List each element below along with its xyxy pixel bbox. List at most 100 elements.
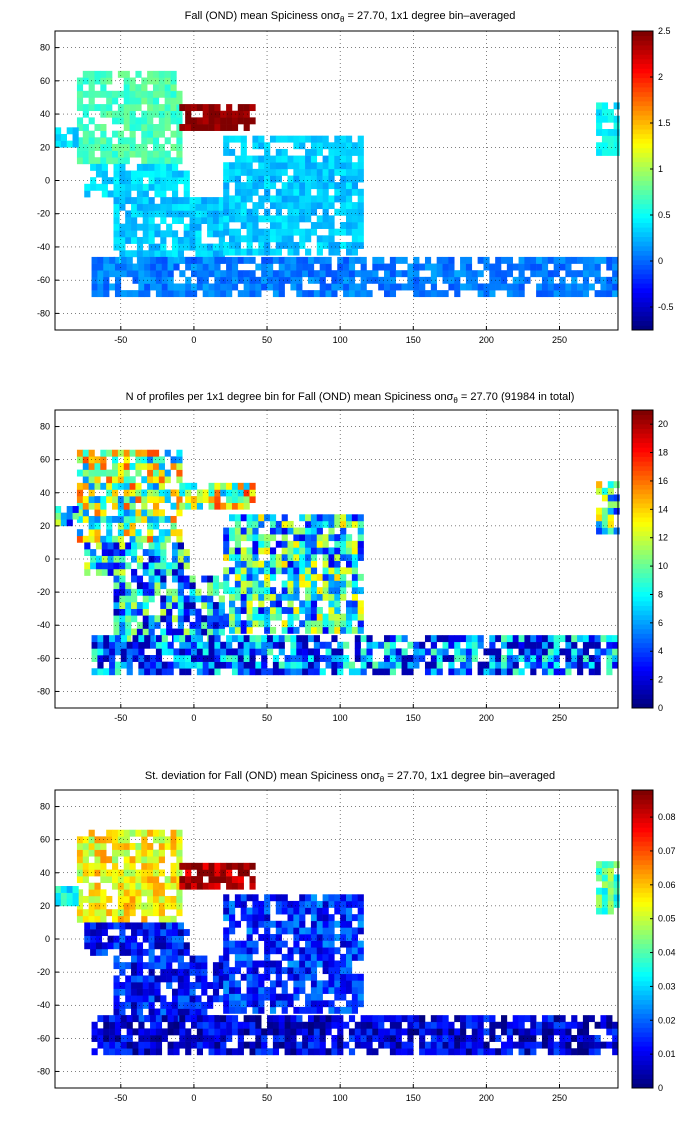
heatmap-cell: [264, 973, 271, 981]
colorbar-band: [632, 614, 653, 620]
heatmap-cell: [208, 117, 215, 125]
heatmap-cell: [424, 276, 432, 284]
heatmap-cell: [195, 962, 202, 970]
heatmap-cell: [155, 635, 163, 643]
heatmap-cell: [316, 914, 323, 922]
heatmap-cell: [252, 208, 259, 216]
heatmap-cell: [164, 157, 171, 165]
heatmap-cell: [142, 982, 149, 989]
heatmap-cell: [94, 496, 101, 504]
heatmap-cell: [158, 150, 165, 158]
heatmap-cell: [506, 270, 514, 278]
heatmap-cell: [196, 270, 203, 278]
heatmap-cell: [119, 1008, 126, 1016]
heatmap-cell: [281, 182, 288, 190]
heatmap-cell: [82, 90, 89, 98]
colorbar-band: [632, 850, 653, 856]
heatmap-cell: [97, 270, 104, 278]
heatmap-cell: [357, 940, 364, 948]
heatmap-cell: [142, 948, 149, 956]
heatmap-cell: [214, 882, 221, 890]
heatmap-cell: [346, 202, 353, 210]
heatmap-cell: [296, 1028, 303, 1036]
heatmap-cell: [258, 980, 265, 988]
heatmap-cell: [119, 203, 126, 211]
heatmap-cell: [384, 263, 391, 271]
heatmap-cell: [401, 1028, 408, 1036]
heatmap-cell: [267, 668, 274, 676]
heatmap-cell: [559, 263, 566, 271]
heatmap-cell: [351, 228, 359, 236]
heatmap-cell: [131, 935, 138, 943]
heatmap-cell: [138, 661, 145, 669]
heatmap-cell: [55, 512, 62, 520]
heatmap-cell: [559, 256, 566, 264]
heatmap-cell: [135, 509, 142, 517]
heatmap-cell: [179, 668, 186, 676]
heatmap-cell: [123, 876, 130, 884]
heatmap-cell: [154, 955, 161, 963]
heatmap-cell: [261, 276, 268, 284]
heatmap-cell: [328, 534, 335, 542]
heatmap-cell: [97, 648, 104, 656]
heatmap-cell: [158, 909, 165, 917]
colorbar-band: [632, 911, 653, 917]
heatmap-cell: [594, 661, 601, 669]
heatmap-cell: [82, 849, 89, 857]
heatmap-cell: [220, 270, 227, 278]
heatmap-cell: [136, 250, 144, 258]
heatmap-cell: [553, 655, 560, 662]
heatmap-cell: [322, 940, 329, 948]
heatmap-cell: [340, 907, 347, 915]
colorbar-tick-label: 0: [658, 256, 663, 266]
heatmap-cell: [141, 97, 148, 105]
heatmap-cell: [160, 962, 167, 970]
heatmap-cell: [328, 567, 335, 575]
heatmap-cell: [88, 502, 95, 510]
heatmap-cell: [316, 927, 323, 935]
heatmap-cell: [117, 876, 125, 884]
heatmap-cell: [113, 962, 120, 970]
heatmap-cell: [135, 842, 142, 850]
heatmap-cell: [588, 641, 595, 649]
heatmap-cell: [331, 1021, 338, 1029]
heatmap-cell: [135, 829, 142, 837]
colorbar-band: [632, 264, 653, 270]
heatmap-cell: [201, 217, 208, 224]
colorbar-band: [632, 77, 653, 83]
heatmap-cell: [264, 593, 271, 601]
heatmap-cell: [177, 203, 184, 211]
heatmap-cell: [183, 203, 190, 211]
heatmap-cell: [226, 655, 233, 662]
colorbar-band: [632, 259, 653, 265]
heatmap-cell: [160, 217, 167, 224]
colorbar-band: [632, 642, 653, 648]
heatmap-cell: [95, 922, 103, 930]
heatmap-cell: [346, 927, 353, 935]
y-tick-label: 80: [40, 422, 50, 432]
heatmap-cell: [212, 575, 220, 583]
heatmap-cell: [448, 635, 455, 643]
heatmap-cell: [214, 641, 221, 649]
heatmap-cell: [281, 155, 288, 163]
heatmap-cell: [103, 256, 110, 264]
heatmap-cell: [272, 270, 280, 278]
heatmap-cell: [331, 276, 338, 284]
heatmap-cell: [281, 527, 288, 535]
heatmap-cell: [170, 882, 177, 890]
heatmap-cell: [275, 202, 282, 210]
heatmap-cell: [183, 1001, 190, 1009]
heatmap-cell: [207, 1001, 214, 1009]
heatmap-cell: [88, 515, 95, 523]
heatmap-cell: [261, 270, 268, 278]
heatmap-cell: [150, 1021, 157, 1029]
heatmap-cell: [183, 602, 190, 609]
heatmap-cell: [190, 1021, 198, 1029]
heatmap-cell: [290, 641, 297, 649]
heatmap-cell: [171, 190, 179, 198]
heatmap-cell: [501, 1048, 508, 1056]
heatmap-cell: [167, 290, 174, 298]
heatmap-cell: [112, 476, 119, 484]
heatmap-cell: [207, 243, 214, 251]
heatmap-cell: [246, 587, 253, 595]
